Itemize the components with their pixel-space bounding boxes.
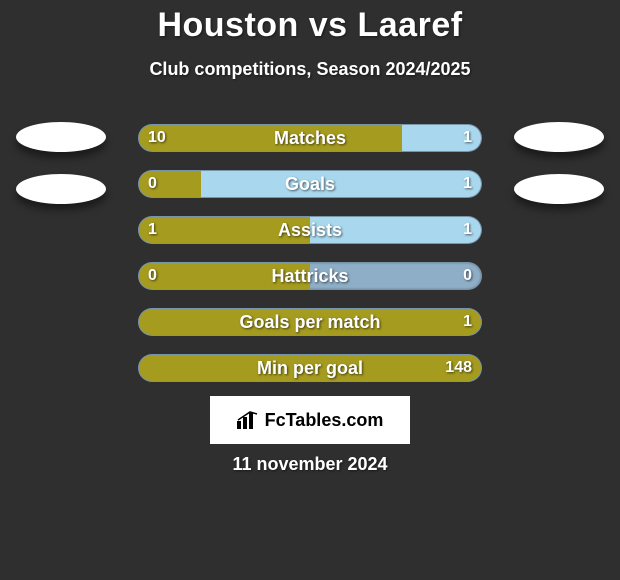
- value-left: 0: [148, 262, 157, 290]
- subtitle: Club competitions, Season 2024/2025: [0, 59, 620, 80]
- value-right: 0: [463, 262, 472, 290]
- bar-right: [310, 217, 481, 243]
- bar-track: [138, 262, 482, 290]
- bar-left: [139, 217, 310, 243]
- bar-left: [139, 309, 481, 335]
- bar-track: [138, 354, 482, 382]
- stat-row: Goals01: [0, 170, 620, 198]
- stat-row: Assists11: [0, 216, 620, 244]
- value-left: 1: [148, 216, 157, 244]
- stat-row: Min per goal148: [0, 354, 620, 382]
- stats-bars: Matches101Goals01Assists11Hattricks00Goa…: [0, 124, 620, 400]
- brand-badge: FcTables.com: [210, 396, 410, 444]
- stat-row: Hattricks00: [0, 262, 620, 290]
- bar-left: [139, 125, 402, 151]
- chart-icon: [237, 411, 259, 429]
- value-right: 1: [463, 124, 472, 152]
- brand-text: FcTables.com: [265, 410, 384, 431]
- bar-track: [138, 124, 482, 152]
- stat-row: Matches101: [0, 124, 620, 152]
- bar-left: [139, 355, 481, 381]
- bar-track: [138, 216, 482, 244]
- bar-track: [138, 170, 482, 198]
- date-line: 11 november 2024: [0, 454, 620, 475]
- value-right: 1: [463, 170, 472, 198]
- value-left: 0: [148, 170, 157, 198]
- bar-track: [138, 308, 482, 336]
- value-right: 1: [463, 216, 472, 244]
- bar-left: [139, 263, 310, 289]
- value-right: 148: [445, 354, 472, 382]
- stat-row: Goals per match1: [0, 308, 620, 336]
- value-right: 1: [463, 308, 472, 336]
- bar-right: [201, 171, 481, 197]
- page-title: Houston vs Laaref: [0, 0, 620, 45]
- value-left: 10: [148, 124, 166, 152]
